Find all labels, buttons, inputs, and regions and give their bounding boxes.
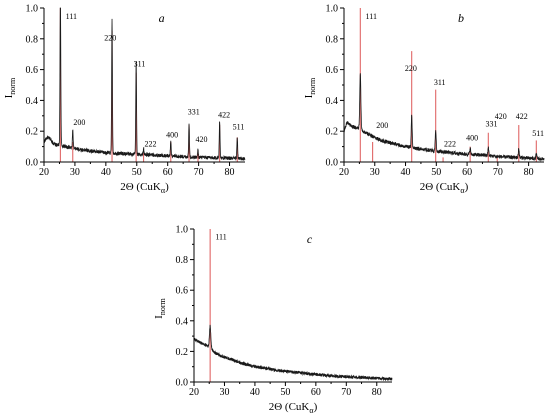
y-tick-label: 0.6 [176,286,189,297]
peak-label: 200 [73,118,85,127]
peak-label: 331 [188,107,200,116]
y-tick-label: 0.8 [326,34,339,45]
y-tick-label: 0.8 [26,34,39,45]
peak-label: 400 [166,130,178,139]
y-tick-label: 0.6 [26,65,39,76]
x-tick-label: 80 [225,167,235,178]
peak-label: 311 [134,60,146,69]
y-tick-label: 0.0 [26,158,39,169]
x-tick-label: 30 [219,387,229,398]
peak-label: 511 [532,129,544,138]
y-tick-label: 0.6 [326,65,339,76]
x-tick-label: 60 [163,167,173,178]
y-tick-label: 0.2 [176,347,189,358]
xrd-trace [43,7,246,161]
peak-label: 220 [104,33,116,42]
y-tick-label: 0.0 [176,378,189,389]
x-axis-title: 2Θ (CuKα) [420,181,469,195]
x-tick-label: 60 [462,167,472,178]
y-tick-label: 0.8 [176,255,189,266]
y-tick-label: 0.2 [326,127,339,138]
peak-label: 200 [376,121,388,130]
x-tick-label: 40 [250,387,260,398]
y-tick-label: 0.4 [176,316,189,327]
x-tick-label: 70 [493,167,503,178]
y-tick-label: 0.4 [26,96,39,107]
x-tick-label: 30 [70,167,80,178]
x-tick-label: 40 [401,167,411,178]
x-tick-label: 20 [339,167,349,178]
y-tick-label: 1.0 [326,4,339,15]
x-tick-label: 70 [194,167,204,178]
x-tick-label: 20 [189,387,199,398]
y-axis-title: Inorm [3,77,17,98]
x-ticks: 20 30 40 50 60 70 80 [339,162,534,178]
y-ticks: 0.0 0.2 0.4 0.6 0.8 1.0 [26,4,44,169]
peak-label: 400 [466,133,478,142]
xrd-trace [343,73,545,162]
x-tick-label: 80 [372,387,382,398]
x-axis-title: 2Θ (CuKα) [120,181,169,195]
peak-label: 311 [434,78,446,87]
peak-label: 222 [145,140,157,149]
peak-label: 420 [495,112,507,121]
xrd-trace [193,324,393,382]
x-tick-label: 50 [132,167,142,178]
peak-label: 420 [196,135,208,144]
y-axis-title: Inorm [303,77,317,98]
peak-label: 111 [215,233,226,242]
peak-label: 422 [218,110,230,119]
panel-b: 20 30 40 50 60 70 80 0.0 0.2 0.4 0.6 0.8 1.0 111 200 22… [303,4,545,195]
panel-a: 20 30 40 50 60 70 80 0.0 0.2 0.4 0.6 0.8 1.0 111 200 22… [3,4,246,195]
y-tick-label: 0.2 [26,127,39,138]
y-tick-label: 1.0 [26,4,39,15]
panel-letter: a [159,11,165,25]
peak-label: 511 [233,123,245,132]
peak-label: 331 [486,120,498,129]
x-tick-label: 60 [311,387,321,398]
x-tick-label: 50 [280,387,290,398]
x-tick-label: 80 [524,167,534,178]
peak-labels: 111 [215,233,226,242]
peak-label: 222 [444,140,456,149]
y-tick-label: 1.0 [176,225,189,236]
y-tick-label: 0.0 [326,158,339,169]
x-tick-label: 30 [370,167,380,178]
peak-label: 111 [66,12,77,21]
x-axis-title: 2Θ (CuKα) [269,401,318,415]
x-tick-label: 20 [39,167,49,178]
y-axis-title: Inorm [153,298,167,319]
panel-c: 20 30 40 50 60 70 80 0.0 0.2 0.4 0.6 0.8 1.0 111 c Inor… [153,225,393,415]
peak-label: 111 [366,12,377,21]
x-tick-label: 40 [101,167,111,178]
y-ticks: 0.0 0.2 0.4 0.6 0.8 1.0 [176,225,194,389]
panel-letter: c [307,232,313,246]
y-ticks: 0.0 0.2 0.4 0.6 0.8 1.0 [326,4,344,169]
x-ticks: 20 30 40 50 60 70 80 [39,162,235,178]
y-tick-label: 0.4 [326,96,339,107]
x-ticks: 20 30 40 50 60 70 80 [189,382,382,398]
panel-letter: b [458,11,464,25]
x-tick-label: 70 [341,387,351,398]
x-tick-label: 50 [431,167,441,178]
peak-label: 422 [516,112,528,121]
peak-label: 220 [405,64,417,73]
